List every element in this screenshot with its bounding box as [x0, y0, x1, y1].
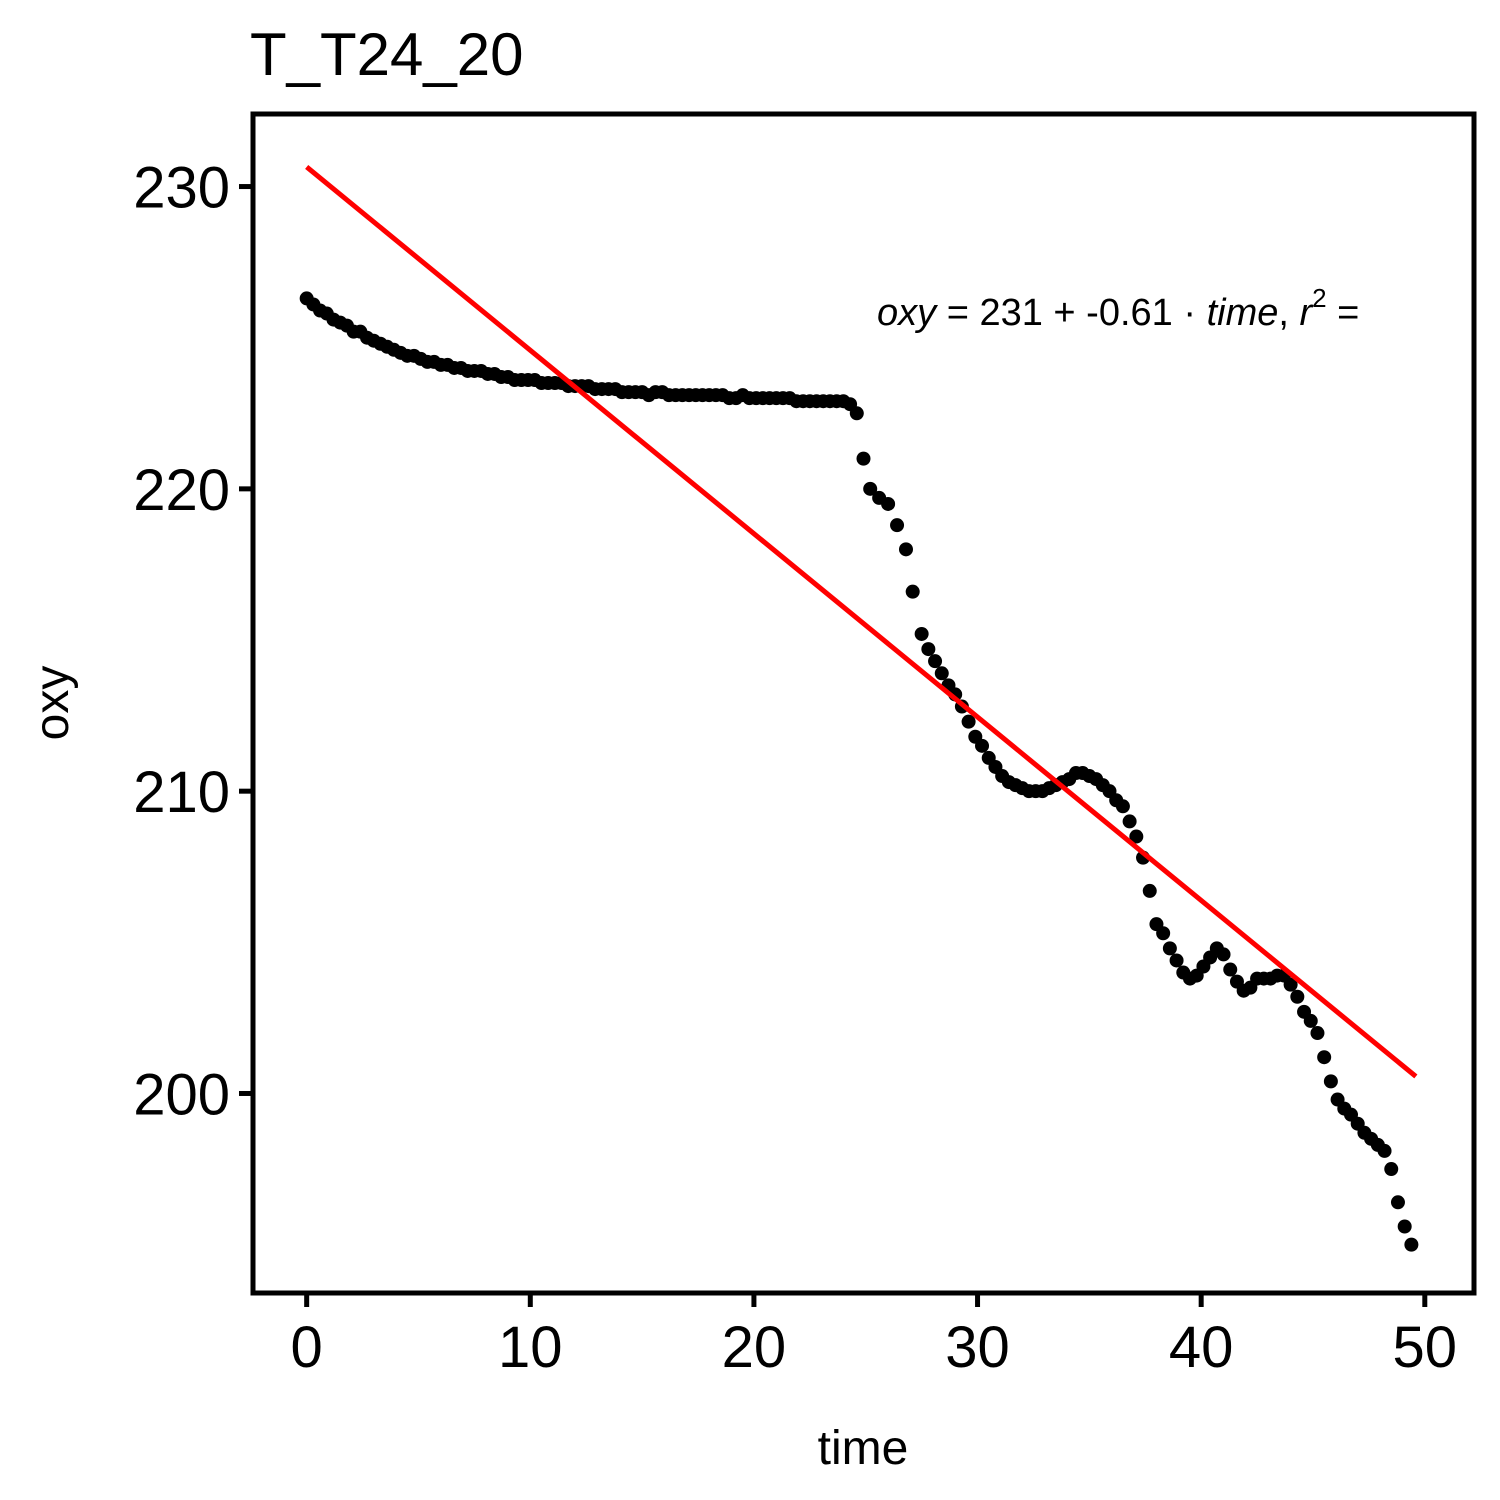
- x-tick-label: 40: [1169, 1315, 1234, 1380]
- data-point: [914, 626, 929, 641]
- data-point: [1290, 989, 1305, 1004]
- chart-title: T_T24_20: [250, 21, 524, 88]
- x-tick-label: 20: [722, 1315, 787, 1380]
- x-axis: 0 10 20 30 40 50: [291, 1293, 1458, 1380]
- x-tick-label: 50: [1393, 1315, 1458, 1380]
- y-axis: 200 210 220 230: [133, 156, 253, 1127]
- data-point: [934, 666, 949, 681]
- data-point: [1129, 829, 1144, 844]
- data-point: [1317, 1050, 1332, 1065]
- regression-fit: [305, 164, 1418, 1079]
- data-point: [1310, 1026, 1325, 1041]
- equation-equals: =: [936, 292, 979, 334]
- equation-superscript: 2: [1312, 283, 1326, 313]
- data-point: [1390, 1195, 1405, 1210]
- data-point: [1156, 926, 1171, 941]
- data-point: [1216, 947, 1231, 962]
- equation-lhs: oxy: [877, 292, 938, 334]
- data-point: [905, 584, 920, 599]
- equation-intercept: 231: [979, 292, 1042, 334]
- y-tick-label: 230: [133, 156, 230, 221]
- equation-separator: ,: [1278, 292, 1299, 334]
- equation-dot: ·: [1173, 292, 1207, 334]
- data-point: [1303, 1013, 1318, 1028]
- x-tick-label: 10: [498, 1315, 563, 1380]
- data-point: [1115, 799, 1130, 814]
- data-point: [1142, 883, 1157, 898]
- fit-line: [305, 164, 1418, 1079]
- data-point: [1169, 953, 1184, 968]
- equation-slope: -0.61: [1086, 292, 1173, 334]
- equation-equals-2: =: [1327, 292, 1360, 334]
- data-points: [299, 291, 1419, 1252]
- y-axis-title: oxy: [26, 666, 79, 741]
- data-point: [849, 406, 864, 421]
- equation-variable: time: [1207, 292, 1279, 334]
- equation-r: r: [1300, 292, 1314, 334]
- data-point: [921, 642, 936, 657]
- data-point: [1384, 1162, 1399, 1177]
- data-point: [1223, 962, 1238, 977]
- plot-frame: [250, 111, 1477, 1296]
- data-point: [890, 518, 905, 533]
- data-point: [1162, 941, 1177, 956]
- data-point: [1283, 977, 1298, 992]
- data-point: [975, 738, 990, 753]
- data-point: [1397, 1219, 1412, 1234]
- equation-plus: +: [1043, 292, 1086, 334]
- data-point: [898, 542, 913, 557]
- x-axis-title: time: [818, 1422, 909, 1475]
- data-point: [1323, 1074, 1338, 1089]
- data-point: [928, 654, 943, 669]
- data-point: [1404, 1237, 1419, 1252]
- data-point: [856, 451, 871, 466]
- data-point: [863, 481, 878, 496]
- x-tick-label: 0: [291, 1315, 323, 1380]
- data-point: [881, 496, 896, 511]
- data-point: [1122, 814, 1137, 829]
- y-tick-label: 210: [133, 760, 230, 825]
- y-tick-label: 220: [133, 458, 230, 523]
- x-tick-label: 30: [945, 1315, 1010, 1380]
- data-point: [961, 714, 976, 729]
- regression-equation: oxy = 231 + -0.61 · time, r2 =: [877, 283, 1359, 334]
- data-point: [1377, 1143, 1392, 1158]
- y-tick-label: 200: [133, 1062, 230, 1127]
